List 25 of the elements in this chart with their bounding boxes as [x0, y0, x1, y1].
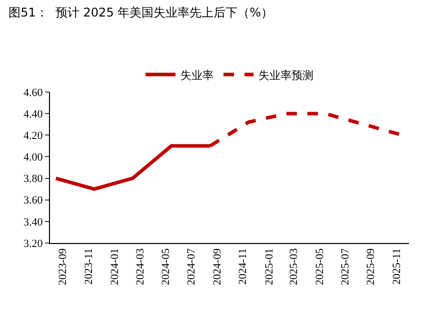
- x-tick-label: 2024-07: [186, 248, 198, 286]
- legend-label: 失业率: [180, 68, 214, 82]
- x-tick-label: 2025-01: [263, 248, 276, 286]
- legend-label: 失业率预测: [258, 68, 314, 82]
- y-tick-label: 3.80: [24, 173, 44, 186]
- y-tick-label: 3.20: [24, 238, 44, 250]
- y-tick-label: 4.40: [24, 108, 44, 120]
- chart-title: 图51： 预计 2025 年美国失业率先上后下（%）: [8, 6, 274, 20]
- x-tick-label: 2024-11: [237, 248, 250, 285]
- x-tick-label: 2025-09: [365, 248, 378, 286]
- x-tick-label: 2024-05: [160, 248, 172, 286]
- x-tick-label: 2025-03: [288, 248, 300, 286]
- x-tick-label: 2024-03: [134, 248, 146, 286]
- x-tick-label: 2023-11: [82, 248, 95, 285]
- x-tick-label: 2024-01: [109, 248, 122, 286]
- y-tick-label: 4.00: [24, 152, 44, 164]
- y-tick-label: 4.60: [24, 86, 44, 99]
- x-tick-label: 2024-09: [211, 248, 224, 286]
- x-tick-label: 2025-07: [340, 248, 352, 286]
- x-tick-label: 2023-09: [57, 248, 70, 286]
- y-tick-label: 3.40: [24, 216, 44, 228]
- y-tick-label: 4.20: [24, 130, 44, 142]
- y-tick-label: 3.60: [24, 194, 44, 207]
- x-tick-label: 2025-05: [314, 248, 326, 286]
- x-tick-label: 2025-11: [390, 248, 403, 285]
